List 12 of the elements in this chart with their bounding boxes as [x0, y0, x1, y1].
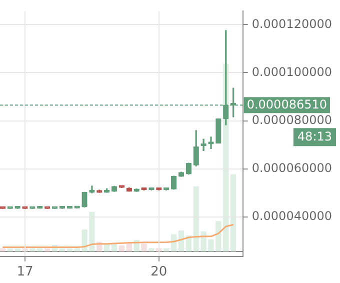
y-tick-label: 0.000120000: [252, 16, 332, 31]
y-tick-label: 0.000100000: [252, 64, 332, 79]
y-tick-label: 0.000060000: [252, 161, 332, 176]
x-tick-label: 17: [16, 264, 34, 280]
y-tick-label: 0.000040000: [252, 209, 332, 224]
x-tick-label: 20: [150, 264, 168, 280]
bar: [126, 244, 132, 252]
text: 48:13: [297, 129, 332, 144]
y-tick-label: 0.000080000: [252, 112, 332, 127]
ref-line-label: 0.000086510: [246, 97, 328, 112]
bar: [141, 244, 147, 252]
bar: [118, 245, 125, 252]
